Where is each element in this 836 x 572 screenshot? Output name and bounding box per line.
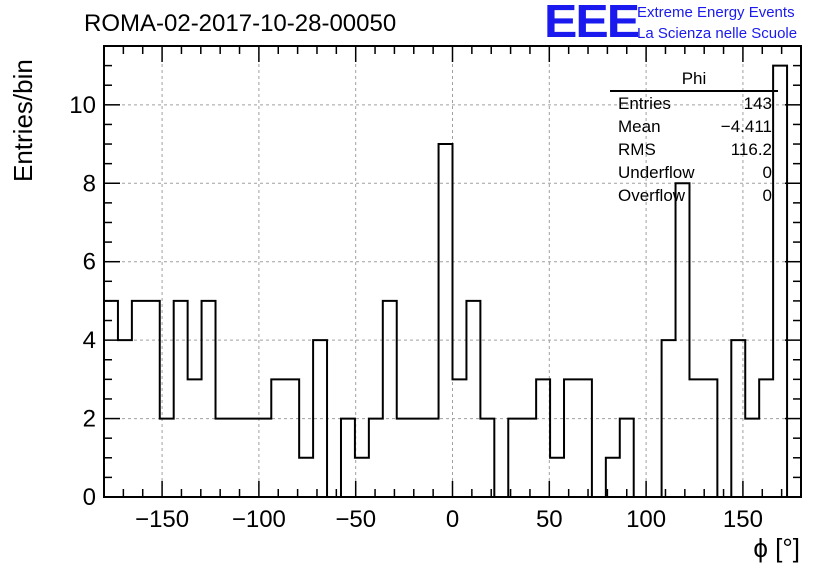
x-tick-label: 0	[446, 506, 459, 533]
stats-row-rms: RMS 116.2	[610, 138, 778, 161]
stats-label: Entries	[618, 94, 671, 113]
x-tick-label: −100	[232, 506, 286, 533]
stats-box: Phi Entries 143 Mean −4.411 RMS 116.2 Un…	[610, 68, 778, 207]
chart-title: ROMA-02-2017-10-28-00050	[84, 10, 397, 37]
x-tick-label: −50	[335, 506, 376, 533]
y-tick-label: 10	[69, 92, 96, 119]
logo-line-1: Extreme Energy Events	[637, 4, 795, 21]
stats-label: RMS	[618, 140, 656, 159]
x-tick-label: 100	[626, 506, 666, 533]
y-tick-label: 6	[83, 249, 96, 276]
stats-value: 0	[762, 163, 772, 182]
stats-value: 116.2	[730, 140, 772, 159]
stats-title: Phi	[610, 68, 778, 92]
y-axis-label: Entries/bin	[8, 59, 38, 182]
x-tick-label: −150	[135, 506, 189, 533]
x-tick-label: 50	[536, 506, 563, 533]
stats-row-mean: Mean −4.411	[610, 115, 778, 138]
stats-value: 0	[762, 186, 772, 205]
x-axis-label: ϕ [°]	[753, 533, 800, 563]
y-tick-label: 8	[83, 170, 96, 197]
stats-value: 143	[743, 94, 772, 113]
tick-labels: −150 −100 −50 0 50 100 150 0 2 4 6 8 10	[69, 92, 763, 533]
y-tick-label: 2	[83, 406, 96, 433]
stats-label: Overflow	[618, 186, 686, 205]
x-tick-label: 150	[723, 506, 763, 533]
histogram-series	[103, 64, 801, 498]
logo-line-2: La Scienza nelle Scuole	[637, 25, 798, 42]
axis-ticks	[104, 45, 801, 498]
stats-label: Mean	[618, 117, 661, 136]
stats-row-entries: Entries 143	[610, 92, 778, 115]
y-tick-label: 4	[83, 327, 96, 354]
y-tick-label: 0	[83, 484, 96, 511]
stats-row-underflow: Underflow 0	[610, 161, 778, 184]
stats-value: −4.411	[720, 117, 772, 136]
stats-label: Underflow	[618, 163, 695, 182]
histogram-line	[103, 64, 801, 498]
eee-logo: EEE	[544, 0, 640, 47]
stats-row-overflow: Overflow 0	[610, 184, 778, 207]
